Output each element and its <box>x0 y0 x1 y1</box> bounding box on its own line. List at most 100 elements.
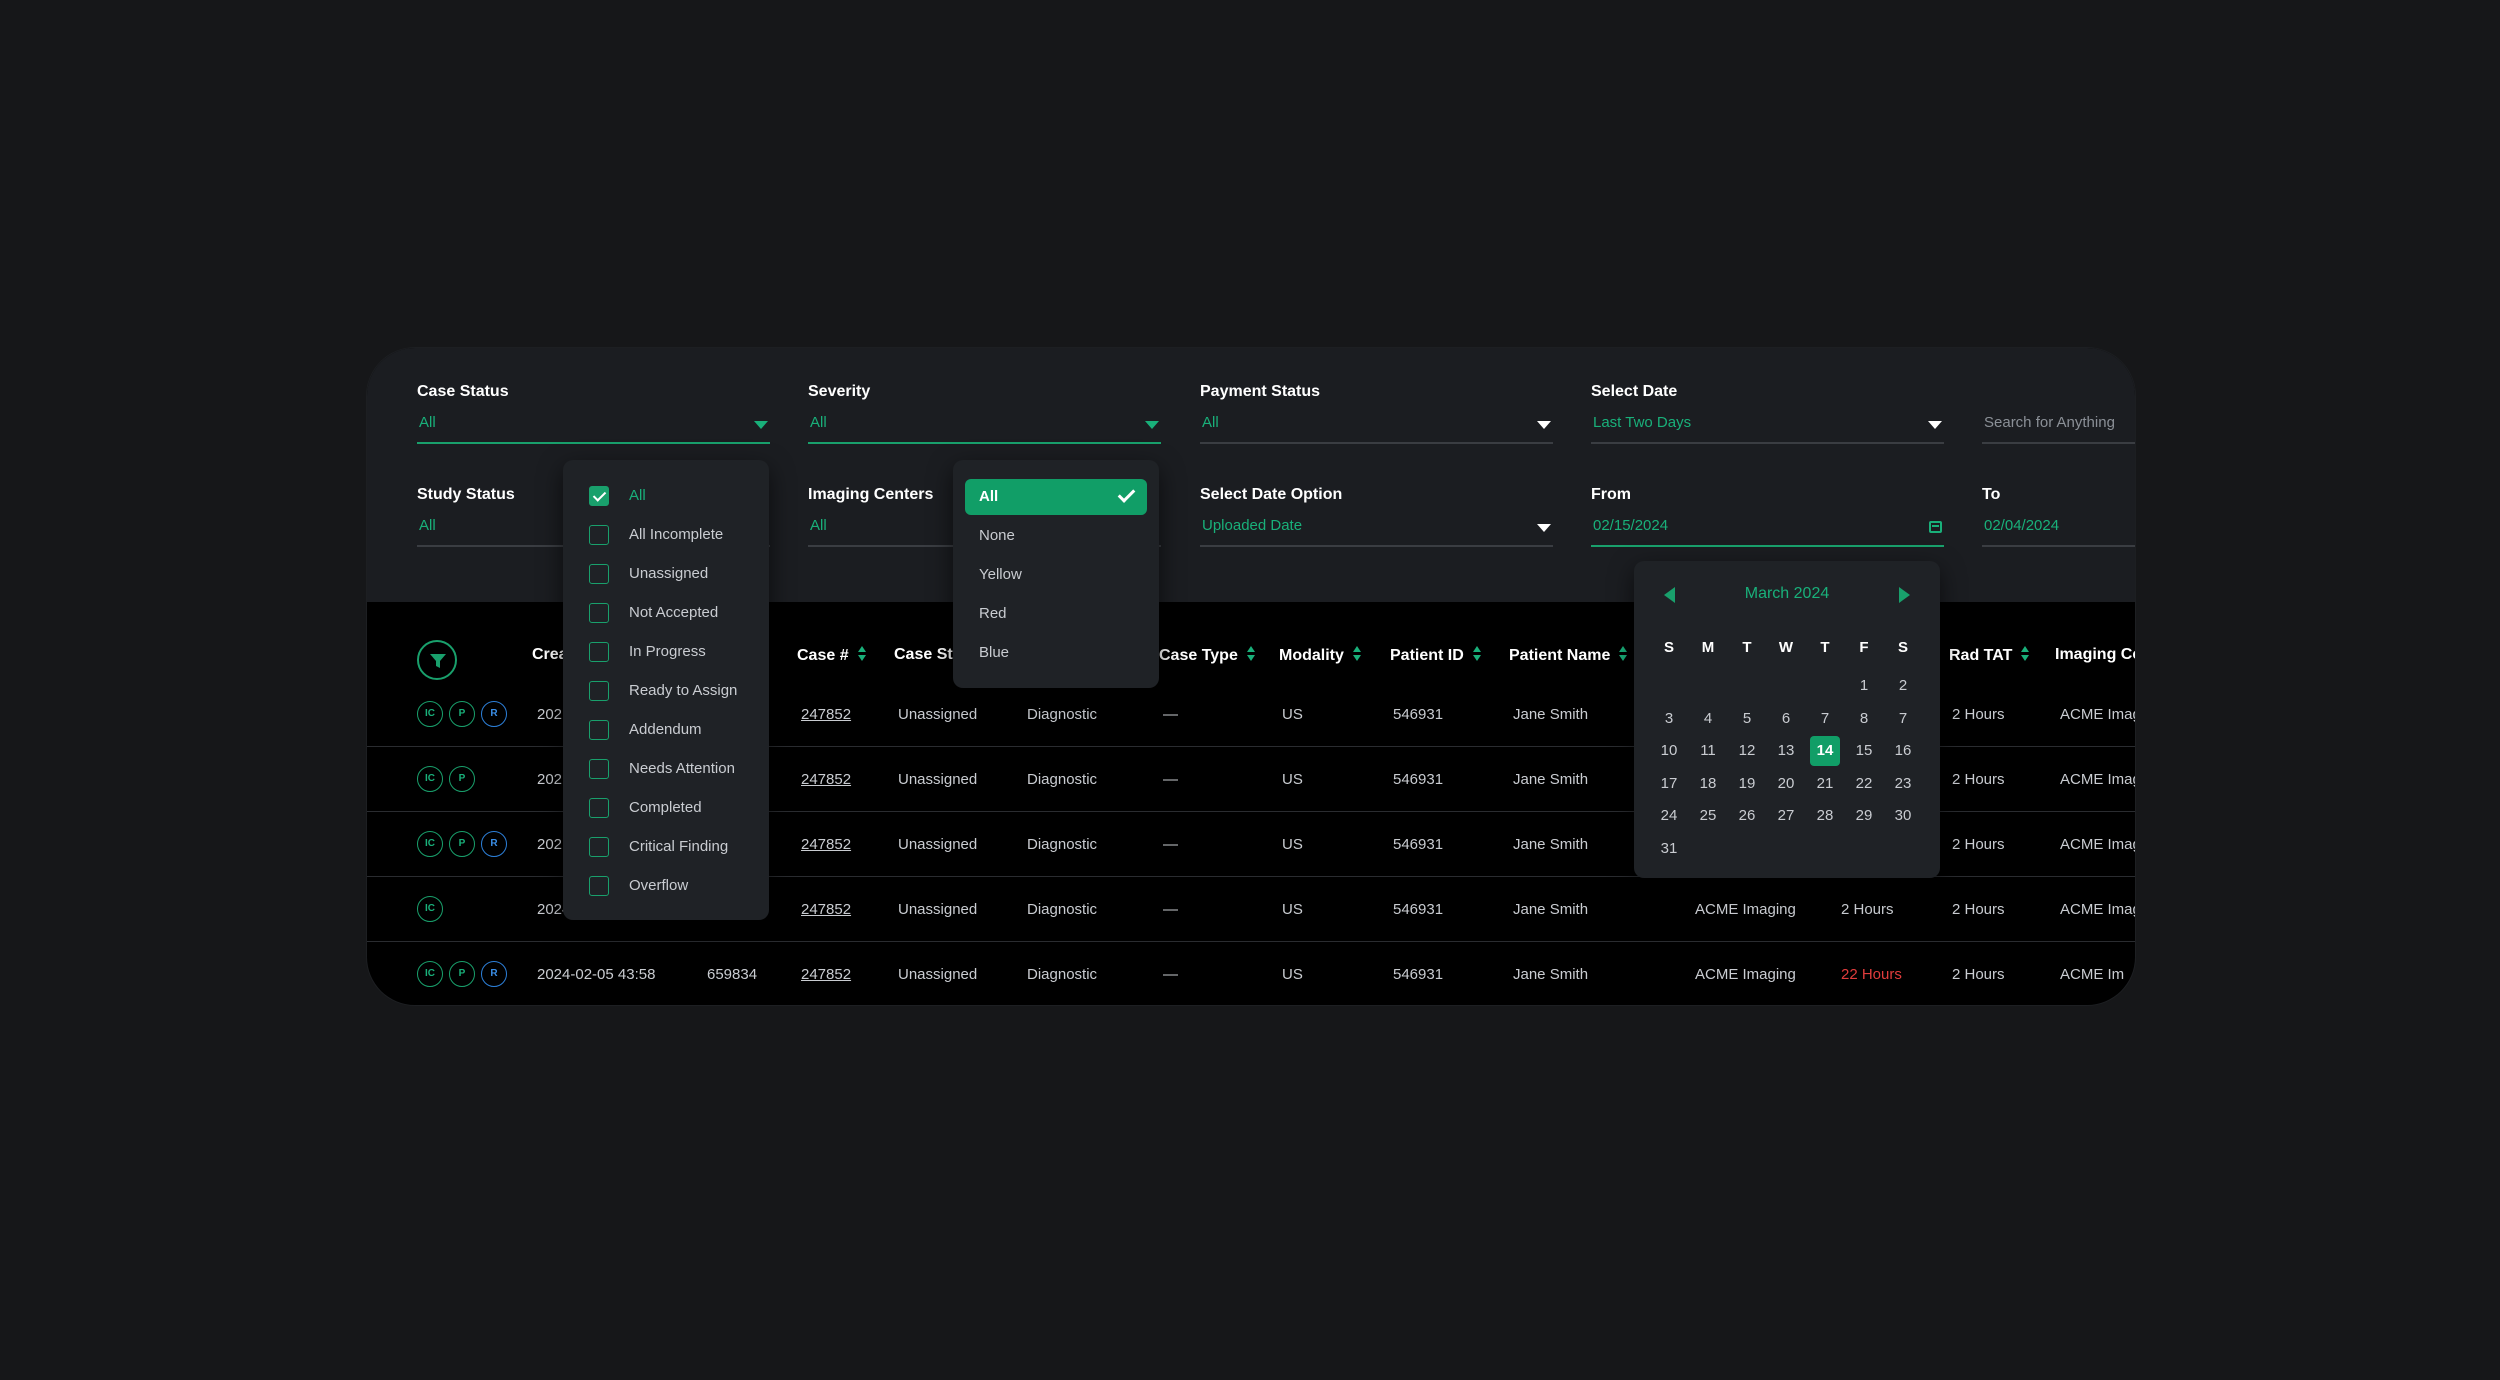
header-imaging-center[interactable]: Imaging Cen <box>2055 646 2135 664</box>
calendar-day[interactable]: 2 <box>1898 677 1908 694</box>
cell-order: 659834 <box>707 966 758 983</box>
calendar-day[interactable]: 30 <box>1894 807 1912 824</box>
severity-option[interactable]: Yellow <box>965 557 1147 593</box>
calendar-day[interactable]: 7 <box>1820 709 1830 727</box>
calendar-day[interactable]: 20 <box>1777 774 1795 792</box>
checkbox-icon[interactable] <box>589 603 609 623</box>
calendar-day[interactable]: 4 <box>1703 709 1713 727</box>
badge-ic: IC <box>417 766 443 792</box>
severity-label: Severity <box>808 383 871 400</box>
table-row[interactable]: IC P R 202 247852 Unassigned Diagnostic — US 5469… <box>367 682 2135 747</box>
checkbox-icon[interactable] <box>589 642 609 662</box>
calendar-day[interactable]: 28 <box>1816 807 1834 824</box>
severity-option[interactable]: None <box>965 518 1147 554</box>
calendar-day[interactable]: 22 <box>1855 774 1873 792</box>
cell-case[interactable]: 247852 <box>801 771 852 788</box>
calendar-day[interactable]: 19 <box>1738 774 1756 792</box>
header-case-number[interactable]: Case # <box>797 646 867 665</box>
sort-icon[interactable] <box>1352 646 1362 662</box>
calendar-day[interactable]: 12 <box>1738 742 1756 759</box>
calendar-day[interactable]: 10 <box>1660 742 1678 759</box>
table-row[interactable]: IC P 202 247852 Unassigned Diagnostic — US 54693… <box>367 747 2135 812</box>
severity-option[interactable]: Red <box>965 596 1147 632</box>
calendar-day[interactable]: 11 <box>1700 742 1716 759</box>
chevron-down-icon <box>754 421 768 429</box>
checkbox-checked-icon[interactable] <box>589 486 609 506</box>
cell-modality: US <box>1282 901 1303 918</box>
table-row[interactable]: IC P R 202 247852 Unassigned Diagnostic — US 5469… <box>367 812 2135 877</box>
calendar-day[interactable]: 23 <box>1894 774 1912 792</box>
severity-option[interactable]: All <box>965 479 1147 515</box>
case-status-select[interactable]: All <box>417 404 770 444</box>
case-status-label: Case Status <box>417 383 509 400</box>
calendar-day[interactable]: 13 <box>1777 742 1795 759</box>
header-modality[interactable]: Modality <box>1279 646 1362 665</box>
calendar-day[interactable]: 16 <box>1894 742 1912 759</box>
checkbox-icon[interactable] <box>589 837 609 857</box>
sort-icon[interactable] <box>1472 646 1482 662</box>
checkbox-icon[interactable] <box>589 525 609 545</box>
next-month-icon[interactable] <box>1899 587 1910 603</box>
calendar-day[interactable]: 27 <box>1777 807 1795 824</box>
cell-case[interactable]: 247852 <box>801 836 852 853</box>
checkbox-icon[interactable] <box>589 564 609 584</box>
calendar-day[interactable]: 6 <box>1781 709 1791 727</box>
calendar-day[interactable]: 26 <box>1738 807 1756 824</box>
select-date-value: Last Two Days <box>1593 414 1692 431</box>
calendar-day[interactable]: 7 <box>1898 709 1908 727</box>
sort-icon[interactable] <box>857 646 867 662</box>
cell-case[interactable]: 247852 <box>801 706 852 723</box>
cell-tat: 22 Hours <box>1841 966 1902 983</box>
sort-icon[interactable] <box>1246 646 1256 662</box>
calendar-day-selected[interactable]: 14 <box>1810 736 1840 766</box>
cell-rad_tat: 2 Hours <box>1952 836 2005 853</box>
calendar-day[interactable]: 3 <box>1664 709 1674 727</box>
calendar-day[interactable]: 1 <box>1859 677 1869 694</box>
checkbox-icon[interactable] <box>589 876 609 896</box>
header-created[interactable]: Crea <box>532 646 568 664</box>
calendar-day[interactable]: 18 <box>1699 774 1717 792</box>
cell-pid: 546931 <box>1393 771 1444 788</box>
checkbox-icon[interactable] <box>589 681 609 701</box>
checkbox-icon[interactable] <box>589 720 609 740</box>
calendar-day[interactable]: 8 <box>1859 709 1869 727</box>
calendar-day[interactable]: 29 <box>1855 807 1873 824</box>
prev-month-icon[interactable] <box>1664 587 1675 603</box>
sort-icon[interactable] <box>1618 646 1628 662</box>
checkbox-icon[interactable] <box>589 798 609 818</box>
search-input[interactable]: Search for Anything <box>1982 404 2135 444</box>
cell-case[interactable]: 247852 <box>801 901 852 918</box>
header-case-number-label: Case # <box>797 647 849 664</box>
cell-case[interactable]: 247852 <box>801 966 852 983</box>
calendar-day[interactable]: 15 <box>1855 742 1873 759</box>
calendar-day[interactable]: 24 <box>1660 807 1678 824</box>
header-modality-label: Modality <box>1279 647 1344 664</box>
badge-p: P <box>449 766 475 792</box>
severity-select[interactable]: All <box>808 404 1161 444</box>
header-rad-tat[interactable]: Rad TAT <box>1949 646 2030 665</box>
weekday-label: M <box>1701 639 1715 656</box>
calendar-icon[interactable] <box>1929 521 1942 533</box>
filter-toggle-button[interactable] <box>417 640 457 680</box>
to-date-input[interactable]: 02/04/2024 <box>1982 507 2135 547</box>
case-status-value: All <box>419 414 436 431</box>
chevron-down-icon <box>1537 524 1551 532</box>
select-date-option-select[interactable]: Uploaded Date <box>1200 507 1553 547</box>
from-date-input[interactable]: 02/15/2024 <box>1591 507 1944 547</box>
table-row[interactable]: IC P R 2024-02-05 43:58 659834 247852 Unassign… <box>367 942 2135 1005</box>
header-case-type[interactable]: Case Type <box>1159 646 1256 665</box>
calendar-day[interactable]: 5 <box>1742 709 1752 727</box>
header-patient-name[interactable]: Patient Name <box>1509 646 1628 665</box>
payment-status-select[interactable]: All <box>1200 404 1553 444</box>
header-case-status[interactable]: Case Sta <box>894 646 962 664</box>
checkbox-icon[interactable] <box>589 759 609 779</box>
calendar-day[interactable]: 21 <box>1816 774 1834 792</box>
calendar-day[interactable]: 17 <box>1660 774 1678 792</box>
select-date-select[interactable]: Last Two Days <box>1591 404 1944 444</box>
sort-icon[interactable] <box>2020 646 2030 662</box>
cell-pname: Jane Smith <box>1513 706 1589 723</box>
calendar-day[interactable]: 25 <box>1699 807 1717 824</box>
calendar-day[interactable]: 31 <box>1660 839 1678 857</box>
header-patient-id[interactable]: Patient ID <box>1390 646 1482 665</box>
severity-option[interactable]: Blue <box>965 635 1147 671</box>
